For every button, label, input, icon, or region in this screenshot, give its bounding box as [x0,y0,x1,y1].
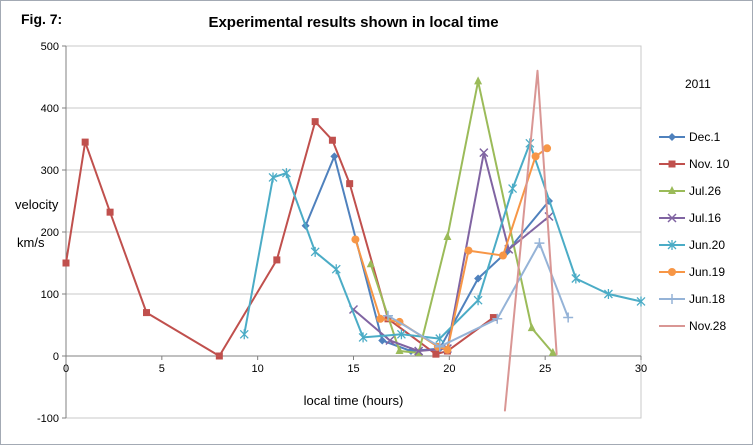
x-tick-label: 0 [63,363,69,375]
legend-item-nov-28: Nov.28 [659,312,751,339]
legend-item-label: Nov.28 [689,318,727,333]
legend-marker-icon [659,293,685,304]
legend-marker-icon [659,267,685,276]
chart-title: Experimental results shown in local time [208,14,499,31]
legend-year-label: 2011 [685,77,711,91]
legend-item-label: Jul.26 [689,183,722,198]
legend-item-jun-18: Jun.18 [659,285,751,312]
legend-item-label: Dec.1 [689,129,721,144]
legend-marker-icon [659,132,685,141]
y-tick-label: 500 [41,41,59,53]
axis-ticks: -100 0 100 200 300 400 500 0 5 10 15 20 25 30 [37,41,647,425]
x-tick-label: 15 [347,363,359,375]
legend-item-jul-16: Jul.16 [659,204,751,231]
series-nov-28 [503,69,558,412]
y-tick-label: 300 [41,165,59,177]
series-jun-18 [383,238,574,352]
legend-item-label: Jun.20 [689,237,726,252]
series-jun-19 [351,144,552,354]
legend-marker-icon [659,239,685,250]
legend-item-jun-20: Jun.20 [659,231,751,258]
legend-item-label: Jun.18 [689,291,726,306]
x-tick-label: 20 [443,363,455,375]
figure-label: Fig. 7: [21,11,63,27]
y-tick-label: 200 [41,227,59,239]
x-tick-label: 30 [635,363,647,375]
y-axis-label-units: km/s [17,235,45,250]
legend-item-dec-1: Dec.1 [659,123,751,150]
x-tick-label: 5 [159,363,165,375]
series-lines [62,69,646,412]
legend-item-nov-10: Nov. 10 [659,150,751,177]
y-tick-label: -100 [37,413,59,425]
series-jul-16 [348,148,554,356]
legend-item-label: Jul.16 [689,210,722,225]
legend-item-jun-19: Jun.19 [659,258,751,285]
y-tick-label: 100 [41,289,59,301]
legend-item-label: Jun.19 [689,264,726,279]
legend: Dec.1 Nov. 10 Jul.26 Jul.16 Jun.20 Jun.19 Jun.… [659,123,751,339]
x-axis-label: local time (hours) [303,393,404,408]
series-jul-26 [366,76,557,356]
legend-marker-icon [659,324,685,327]
x-tick-label: 10 [252,363,264,375]
y-tick-label: 400 [41,103,59,115]
legend-marker-icon [659,160,685,167]
x-tick-label: 25 [539,363,551,375]
legend-item-label: Nov. 10 [689,156,730,171]
y-axis-label-velocity: velocity [15,197,59,212]
legend-item-jul-26: Jul.26 [659,177,751,204]
legend-marker-icon [659,185,685,194]
legend-marker-icon [659,212,685,223]
series-nov-10 [62,118,497,360]
y-tick-label: 0 [53,351,59,363]
